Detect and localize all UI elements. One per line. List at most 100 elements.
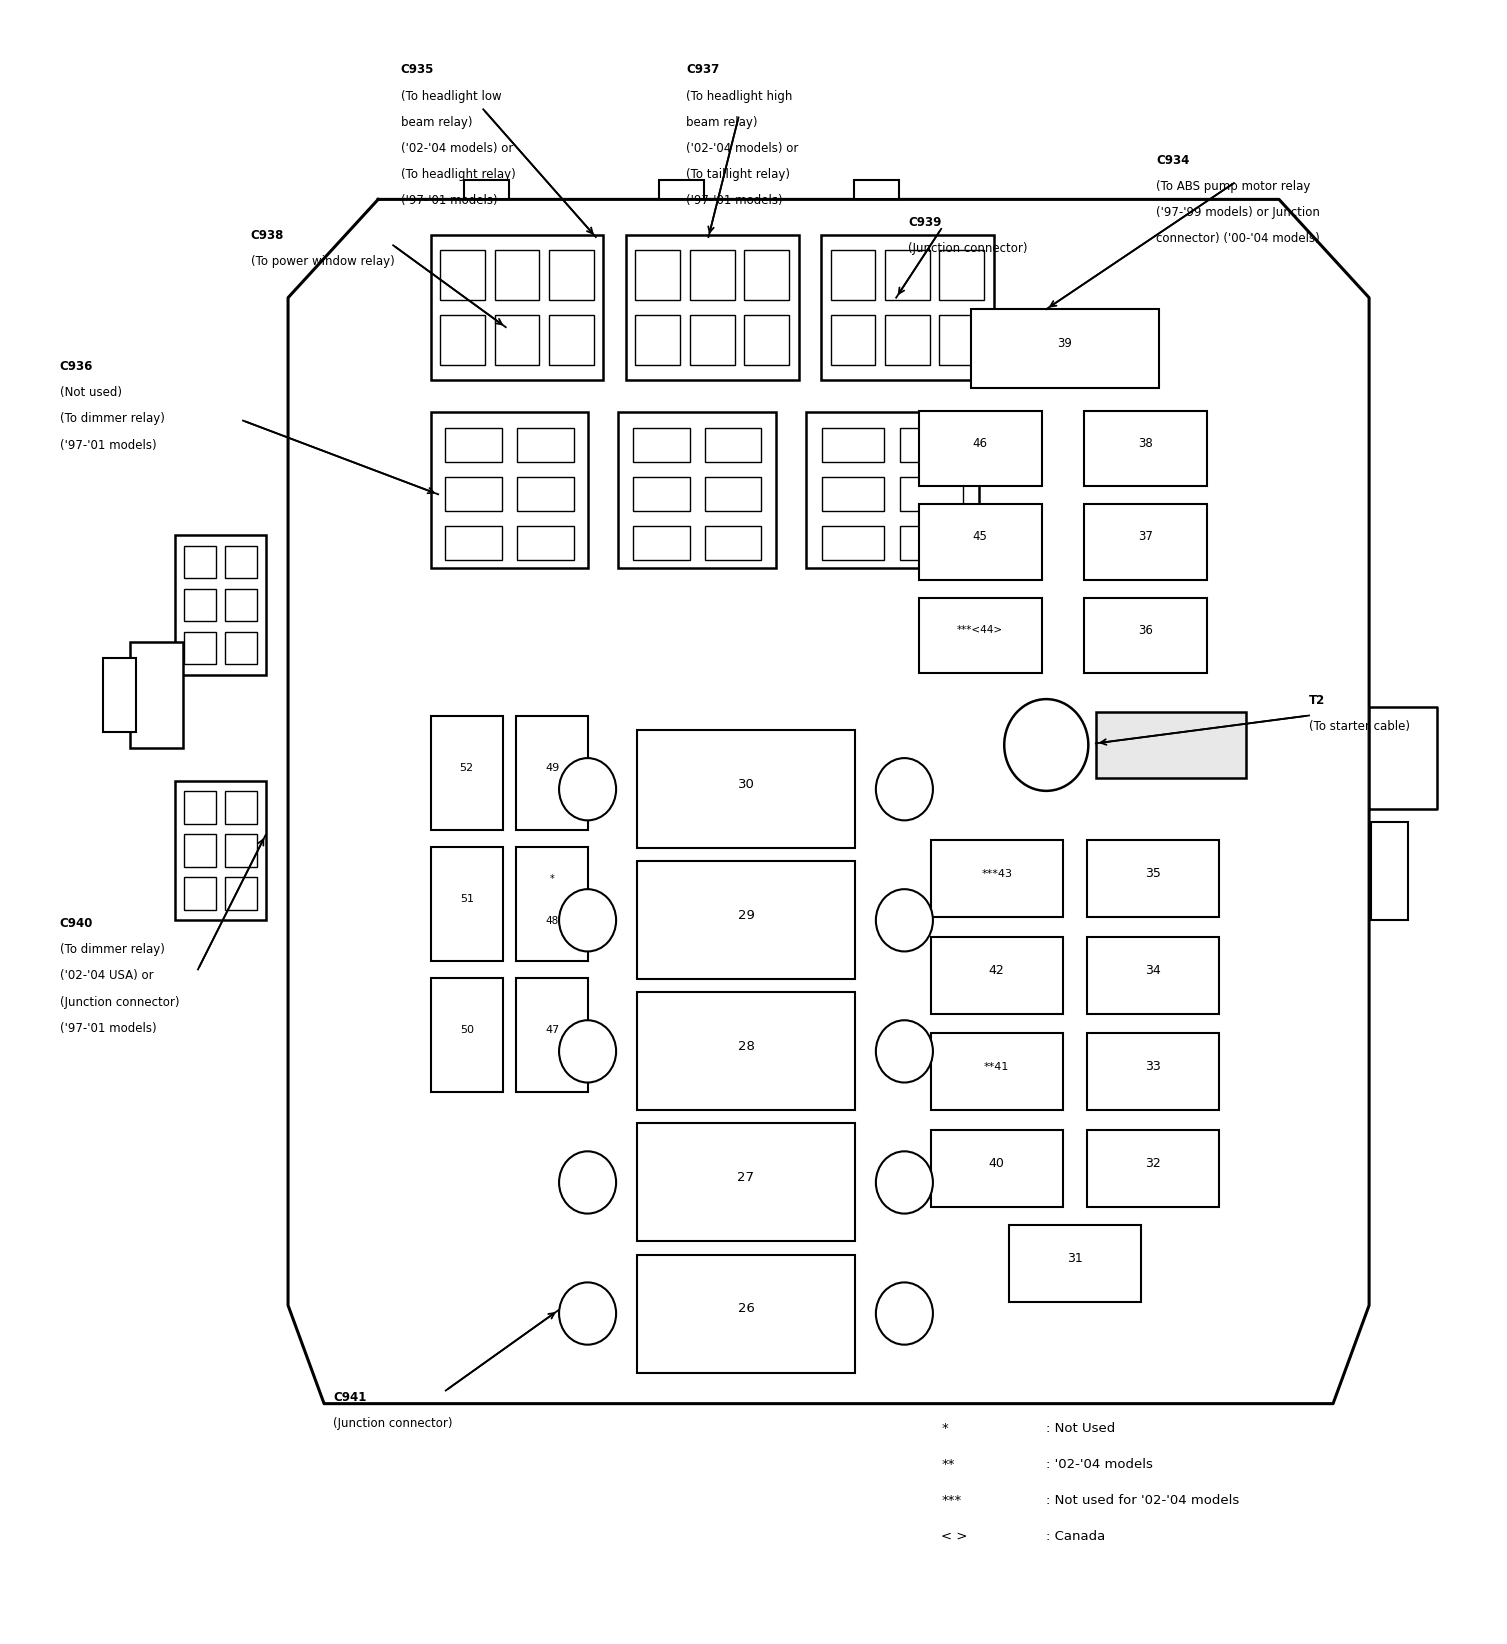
Bar — [823, 477, 885, 511]
Bar — [637, 1123, 854, 1241]
Text: C935: C935 — [401, 64, 434, 76]
Bar — [431, 847, 503, 962]
Text: 34: 34 — [1145, 963, 1160, 977]
Bar — [830, 250, 876, 301]
Bar — [175, 536, 265, 674]
Bar — [184, 546, 216, 579]
Bar — [637, 993, 854, 1110]
Polygon shape — [1368, 707, 1436, 809]
Text: (To headlight low: (To headlight low — [401, 90, 502, 102]
Text: 50: 50 — [460, 1026, 473, 1036]
Bar — [440, 250, 485, 301]
Bar — [625, 235, 799, 380]
Text: (Junction connector): (Junction connector) — [909, 242, 1028, 255]
Bar — [931, 937, 1062, 1014]
Bar — [131, 641, 182, 748]
Bar — [823, 526, 885, 561]
Text: 52: 52 — [460, 763, 473, 773]
Bar — [633, 427, 690, 462]
Text: 48: 48 — [546, 916, 559, 926]
Text: ***<44>: ***<44> — [957, 625, 1004, 635]
Text: (To dimmer relay): (To dimmer relay) — [60, 413, 164, 426]
Bar — [1087, 1034, 1219, 1110]
Text: ('02-'04 models) or: ('02-'04 models) or — [686, 141, 799, 155]
Text: *: * — [942, 1422, 948, 1435]
Bar — [225, 878, 256, 909]
Bar — [885, 250, 930, 301]
Text: C934: C934 — [1156, 153, 1189, 166]
Bar — [184, 791, 216, 824]
Bar — [431, 235, 603, 380]
Bar — [225, 835, 256, 866]
Bar — [517, 427, 574, 462]
Text: 31: 31 — [1067, 1253, 1082, 1266]
Circle shape — [559, 1282, 616, 1345]
Bar — [1087, 1129, 1219, 1207]
Bar — [705, 427, 761, 462]
Bar — [517, 978, 588, 1092]
Text: connector) ('00-'04 models): connector) ('00-'04 models) — [1156, 232, 1320, 245]
Bar — [744, 314, 790, 365]
Text: 51: 51 — [460, 894, 473, 904]
Text: 28: 28 — [737, 1041, 755, 1052]
Bar — [464, 179, 509, 199]
Text: ('97-'01 models): ('97-'01 models) — [60, 439, 157, 452]
Bar — [690, 314, 734, 365]
Circle shape — [876, 758, 933, 820]
Bar — [823, 427, 885, 462]
Bar — [919, 411, 1041, 487]
Text: < >: < > — [942, 1531, 967, 1542]
Text: ('02-'04 USA) or: ('02-'04 USA) or — [60, 970, 154, 983]
Bar — [184, 835, 216, 866]
Text: (Not used): (Not used) — [60, 386, 122, 399]
Text: C939: C939 — [909, 215, 942, 229]
Bar — [618, 413, 776, 569]
Bar — [1087, 937, 1219, 1014]
Bar — [446, 427, 502, 462]
Circle shape — [876, 1021, 933, 1082]
Bar — [104, 658, 137, 732]
Text: ('97-'01 models): ('97-'01 models) — [60, 1023, 157, 1034]
Bar — [633, 477, 690, 511]
Text: *: * — [550, 873, 555, 884]
Bar — [971, 309, 1159, 388]
Text: 29: 29 — [737, 909, 755, 922]
Bar — [939, 250, 984, 301]
Bar — [931, 840, 1062, 917]
Bar — [1370, 822, 1408, 921]
Bar — [517, 477, 574, 511]
Text: 33: 33 — [1145, 1060, 1160, 1074]
Text: C940: C940 — [60, 917, 93, 931]
Bar — [637, 730, 854, 848]
Bar — [821, 235, 993, 380]
Text: 36: 36 — [1138, 623, 1153, 636]
Bar — [446, 526, 502, 561]
Text: 45: 45 — [974, 531, 987, 544]
Bar — [431, 715, 503, 830]
Text: (To headlight high: (To headlight high — [686, 90, 793, 102]
Text: 49: 49 — [546, 763, 559, 773]
Bar — [637, 861, 854, 980]
Bar — [931, 1034, 1062, 1110]
Text: (Junction connector): (Junction connector) — [333, 1417, 452, 1430]
Text: 47: 47 — [546, 1026, 559, 1036]
Circle shape — [876, 1151, 933, 1213]
Bar — [225, 546, 256, 579]
Text: beam relay): beam relay) — [401, 115, 472, 128]
Text: 38: 38 — [1138, 437, 1153, 450]
Circle shape — [559, 889, 616, 952]
Bar — [931, 1129, 1062, 1207]
Bar — [1084, 597, 1207, 672]
Bar — [939, 314, 984, 365]
Text: C938: C938 — [250, 229, 283, 242]
Bar — [1008, 1225, 1141, 1302]
Text: 27: 27 — [737, 1171, 755, 1184]
Text: C941: C941 — [333, 1391, 366, 1404]
Bar — [184, 631, 216, 664]
Text: (Junction connector): (Junction connector) — [60, 996, 179, 1009]
Bar — [659, 179, 704, 199]
Text: (To power window relay): (To power window relay) — [250, 255, 395, 268]
Bar — [1084, 505, 1207, 580]
Bar — [901, 526, 963, 561]
Text: 26: 26 — [737, 1302, 755, 1315]
